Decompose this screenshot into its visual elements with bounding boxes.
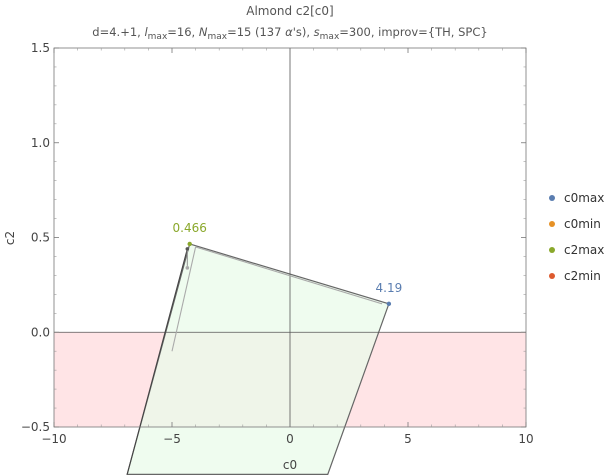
subtitle-smax-sub: max [320,32,340,42]
y-axis-label: c2 [3,231,17,245]
regions-layer [54,243,526,475]
chart-title: Almond c2[c0] [246,4,333,18]
legend-marker-c0max [549,195,555,201]
legend-label-c2min: c2min [564,269,601,283]
legend-marker-c2max [549,247,555,253]
y-tick-label-3: 1.0 [31,136,50,150]
extra-point-0 [185,247,190,251]
subtitle-alpha: α [285,25,293,39]
annotation-0: 4.19 [376,281,403,295]
subtitle-alpha-suffix: 's), [293,25,314,39]
points-layer [185,241,392,307]
legend-label-c0max: c0max [564,191,604,205]
chart-subtitle: d=4.+1, lmax=16, Nmax=15 (137 α's), smax… [92,25,487,42]
x-tick-label-1: −5 [163,432,181,446]
annotations-layer: 4.19 0.466 [173,221,403,295]
x-tick-label-3: 5 [404,432,412,446]
x-tick-label-4: 10 [518,432,533,446]
boundary-line-1 [171,246,197,352]
lines-layer [54,48,526,475]
subtitle-nmax-base: N [199,25,208,39]
x-tick-label-2: 0 [286,432,294,446]
subtitle-lmax-val: =16, [167,25,199,39]
subtitle-smax-base: s [314,25,320,39]
y-tick-label-1: 0.0 [31,325,50,339]
legend-marker-c2min [549,273,555,279]
legend-marker-c0min [549,221,555,227]
y-tick-label-0: −0.5 [21,420,50,434]
y-tick-label-4: 1.5 [31,41,50,55]
subtitle-prefix: d=4.+1, [92,25,144,39]
annotation-1: 0.466 [173,221,207,235]
axes-layer: −10 −5 0 5 10 −0.5 0.0 0.5 1.0 1.5 [21,41,534,446]
y-tick-label-2: 0.5 [31,231,50,245]
boundary-line-2 [195,246,383,305]
point-c0max-0 [386,301,392,307]
plot-area [54,48,526,475]
legend-label-c2max: c2max [564,243,604,257]
legend: c0max c0min c2max c2min [549,191,604,283]
subtitle-lmax-sub: max [148,32,168,42]
x-tick-label-0: −10 [41,432,66,446]
subtitle-lmax-base: l [144,25,148,39]
legend-label-c0min: c0min [564,217,601,231]
extra-point-1 [185,266,190,270]
subtitle-smax-val: =300, improv={TH, SPC} [339,25,487,39]
subtitle-nmax-val: =15 (137 [227,25,285,39]
subtitle-nmax-sub: max [207,32,227,42]
boundary-line-0 [126,248,188,475]
x-axis-label: c0 [283,458,297,472]
point-c2max-0 [187,241,192,247]
